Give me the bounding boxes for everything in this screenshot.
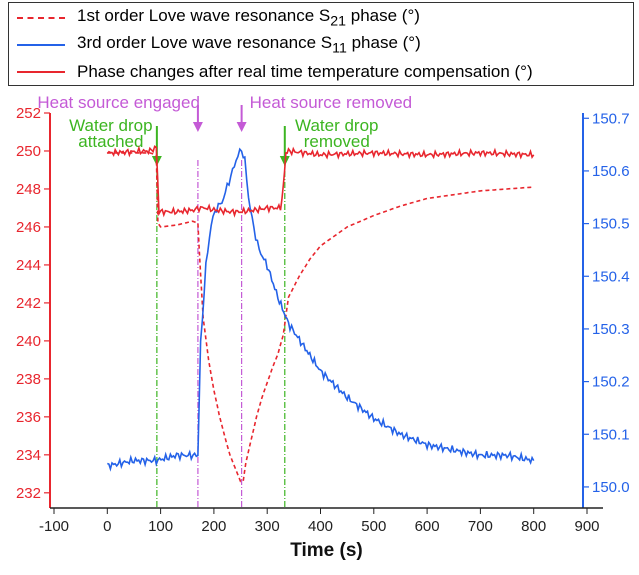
x-axis-label: Time (s) (290, 540, 363, 561)
legend-item-compensated: Phase changes after real time temperatur… (17, 59, 533, 85)
left-tick-label: 238 (16, 371, 41, 388)
x-tick-label: 500 (361, 518, 386, 535)
x-tick-label: 800 (521, 518, 546, 535)
water-annotation-label: removed (304, 132, 370, 151)
x-tick-label: 0 (103, 518, 111, 535)
x-tick-label: 200 (201, 518, 226, 535)
legend-item-s11: 3rd order Love wave resonance S11 phase … (17, 32, 421, 58)
x-tick-label: 900 (574, 518, 599, 535)
annotation-arrow-head (236, 122, 247, 132)
left-tick-label: 246 (16, 219, 41, 236)
legend-swatch-dashed-red (17, 17, 65, 19)
x-tick-label: 600 (415, 518, 440, 535)
legend-label: 3rd order Love wave resonance S11 phase … (77, 33, 421, 57)
plot-area: -100 0 100 200 300 400 500 600 700 800 900 Time (s)… (16, 93, 630, 561)
left-tick-label: 236 (16, 409, 41, 426)
right-tick-label: 150.3 (592, 321, 630, 338)
water-annotation-label: Water drop (295, 116, 378, 135)
series-line-1 (107, 152, 534, 483)
x-tick-label: 300 (255, 518, 280, 535)
x-tick-label: 400 (308, 518, 333, 535)
right-tick-label: 150.0 (592, 479, 630, 496)
right-tick-label: 150.4 (592, 268, 630, 285)
right-tick-label: 150.1 (592, 426, 630, 443)
legend: 1st order Love wave resonance S21 phase … (8, 2, 634, 86)
legend-swatch-solid-red (17, 71, 65, 73)
right-tick-label: 150.5 (592, 216, 630, 233)
left-tick-label: 232 (16, 485, 41, 502)
heat-annotation-label: Heat source removed (250, 93, 413, 112)
left-tick-label: 244 (16, 257, 41, 274)
left-tick-label: 240 (16, 333, 41, 350)
right-tick-label: 150.6 (592, 163, 630, 180)
left-tick-label: 252 (16, 105, 41, 122)
legend-swatch-solid-blue (17, 44, 65, 46)
water-annotation-label: attached (78, 132, 143, 151)
water-annotation-label: Water drop (69, 116, 152, 135)
x-tick-label: -100 (39, 518, 69, 535)
left-tick-label: 234 (16, 447, 41, 464)
legend-label: 1st order Love wave resonance S21 phase … (77, 6, 420, 30)
heat-annotation-label: Heat source engaged (37, 93, 200, 112)
x-tick-label: 100 (148, 518, 173, 535)
right-tick-label: 150.7 (592, 110, 630, 127)
right-tick-label: 150.2 (592, 374, 630, 391)
legend-label: Phase changes after real time temperatur… (77, 62, 533, 81)
series-line-2 (107, 147, 535, 472)
annotation-arrow-head (192, 122, 203, 132)
left-tick-label: 248 (16, 181, 41, 198)
left-tick-label: 250 (16, 143, 41, 160)
left-tick-label: 242 (16, 295, 41, 312)
x-tick-label: 700 (468, 518, 493, 535)
legend-item-s21: 1st order Love wave resonance S21 phase … (17, 5, 420, 31)
series-line-3 (106, 145, 535, 218)
